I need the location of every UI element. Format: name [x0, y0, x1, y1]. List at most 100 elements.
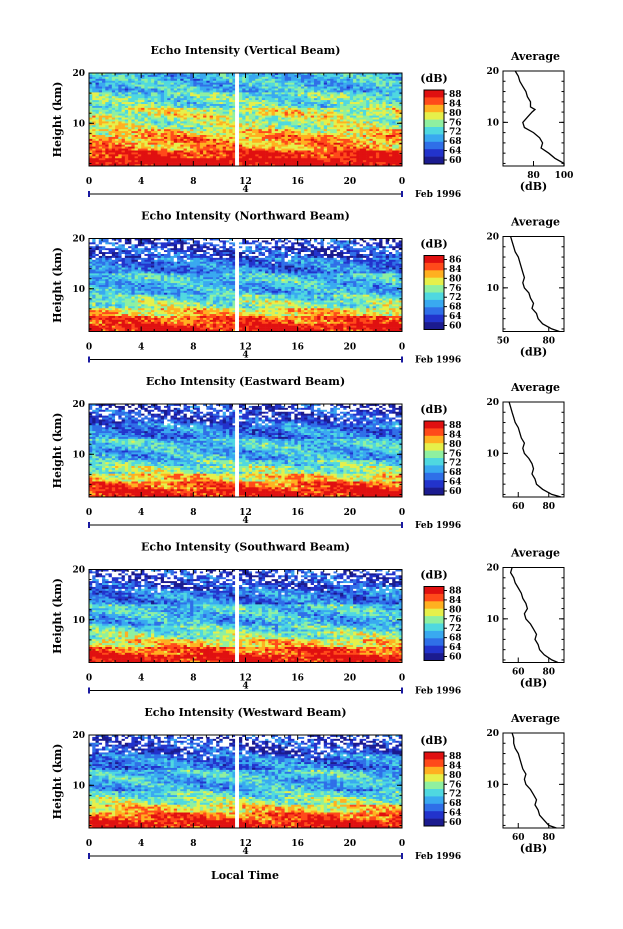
heat-cell: [376, 137, 380, 139]
panel-title: Echo Intensity (Vertical Beam): [150, 44, 340, 57]
heat-cell: [356, 162, 360, 164]
heat-cell: [210, 94, 214, 96]
heat-cell: [259, 151, 263, 153]
heat-cell: [340, 118, 344, 120]
heat-cell: [219, 151, 223, 153]
heat-cell: [320, 83, 324, 85]
x-tick-label: 16: [291, 177, 304, 187]
heat-cell: [197, 100, 201, 102]
heat-cell: [187, 120, 191, 122]
heat-cell: [304, 100, 308, 102]
heat-cell: [317, 121, 321, 123]
heat-cell: [343, 240, 347, 242]
heat-cell: [115, 89, 119, 91]
heat-cell: [206, 162, 210, 164]
heat-cell: [161, 81, 165, 83]
heat-cell: [291, 90, 295, 92]
heat-cell: [304, 116, 308, 118]
heat-cell: [320, 129, 324, 131]
heat-cell: [177, 149, 181, 151]
heat-cell: [304, 83, 308, 85]
heat-cell: [255, 154, 259, 156]
heat-cell: [99, 110, 103, 112]
heat-cell: [278, 131, 282, 133]
heat-cell: [128, 83, 132, 85]
heat-cell: [356, 133, 360, 135]
heat-cell: [174, 162, 178, 164]
heat-cell: [334, 102, 338, 104]
heat-cell: [219, 77, 223, 79]
heat-cell: [219, 154, 223, 156]
heat-cell: [337, 87, 341, 89]
heat-cell: [281, 120, 285, 122]
heat-cell: [184, 137, 188, 139]
heat-cell: [272, 118, 276, 120]
heat-cell: [272, 158, 276, 160]
heat-cell: [320, 137, 324, 139]
heat-cell: [314, 139, 318, 141]
heat-cell: [148, 75, 152, 77]
heat-cell: [223, 83, 227, 85]
heat-cell: [229, 133, 233, 135]
heat-cell: [278, 162, 282, 164]
heat-cell: [144, 89, 148, 91]
heat-cell: [360, 151, 364, 153]
heat-cell: [131, 158, 135, 160]
heat-cell: [337, 79, 341, 81]
heat-cell: [337, 123, 341, 125]
heat-cell: [144, 104, 148, 106]
heat-cell: [373, 81, 377, 83]
heat-cell: [343, 127, 347, 129]
heat-cell: [180, 75, 184, 77]
heat-cell: [96, 123, 100, 125]
heat-cell: [278, 121, 282, 123]
heat-cell: [216, 133, 220, 135]
heat-cell: [148, 147, 152, 149]
heat-cell: [171, 90, 175, 92]
heat-cell: [307, 108, 311, 110]
heat-cell: [350, 90, 354, 92]
heat-cell: [210, 141, 214, 143]
heat-cell: [216, 108, 220, 110]
heat-cell: [135, 127, 139, 129]
heat-cell: [219, 108, 223, 110]
heat-cell: [376, 100, 380, 102]
heat-cell: [138, 133, 142, 135]
heat-cell: [340, 89, 344, 91]
heat-cell: [395, 240, 399, 242]
heat-cell: [187, 162, 191, 164]
heat-cell: [112, 156, 116, 158]
heat-cell: [281, 98, 285, 100]
heat-cell: [275, 160, 279, 162]
heat-cell: [265, 118, 269, 120]
heat-cell: [184, 162, 188, 164]
heat-cell: [369, 104, 373, 106]
heat-cell: [92, 90, 96, 92]
heat-cell: [278, 110, 282, 112]
heat-cell: [353, 110, 357, 112]
heat-cell: [216, 120, 220, 122]
heat-cell: [210, 92, 214, 94]
heat-cell: [148, 158, 152, 160]
heat-cell: [360, 108, 364, 110]
heat-cell: [366, 100, 370, 102]
heat-cell: [382, 94, 386, 96]
heat-cell: [164, 108, 168, 110]
heat-cell: [382, 96, 386, 98]
heat-cell: [180, 131, 184, 133]
heat-cell: [275, 147, 279, 149]
heat-cell: [324, 143, 328, 145]
heat-cell: [180, 123, 184, 125]
heat-cell: [164, 143, 168, 145]
heat-cell: [327, 151, 331, 153]
heat-cell: [395, 152, 399, 154]
heat-cell: [141, 112, 145, 114]
heat-cell: [184, 149, 188, 151]
heat-cell: [109, 242, 113, 244]
heat-cell: [193, 81, 197, 83]
heat-cell: [382, 149, 386, 151]
heat-cell: [382, 102, 386, 104]
heat-cell: [161, 106, 165, 108]
heat-cell: [118, 106, 122, 108]
heat-cell: [275, 129, 279, 131]
